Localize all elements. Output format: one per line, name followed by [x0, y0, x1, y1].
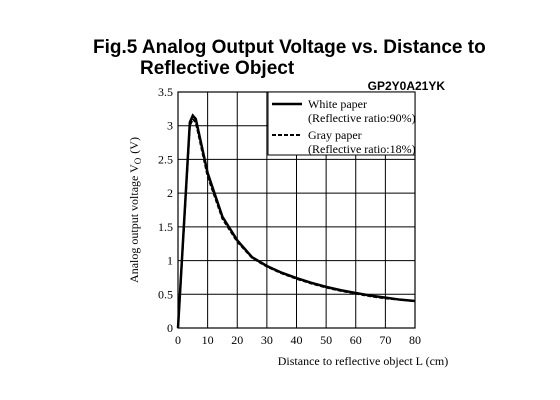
x-tick-label: 40 — [291, 333, 303, 347]
legend-note: (Reflective ratio:18%) — [308, 142, 416, 156]
x-tick-label: 10 — [202, 333, 214, 347]
x-tick-label: 50 — [320, 333, 332, 347]
y-tick-label: 0 — [167, 321, 173, 335]
y-tick-label: 2.5 — [158, 152, 173, 166]
y-label-text: Analog output voltage V — [127, 164, 141, 283]
model-label: GP2Y0A21YK — [368, 79, 446, 93]
y-tick-label: 3 — [167, 119, 173, 133]
x-tick-label: 60 — [350, 333, 362, 347]
y-tick-label: 2 — [167, 186, 173, 200]
chart-title: Fig.5 Analog Output Voltage vs. Distance… — [93, 37, 486, 58]
legend-box — [267, 91, 416, 156]
y-tick-label: 0.5 — [158, 287, 173, 301]
x-tick-label: 70 — [379, 333, 391, 347]
chart-title: Reflective Object — [140, 58, 295, 79]
y-label-sub: O — [133, 157, 143, 164]
x-tick-label: 80 — [409, 333, 421, 347]
x-tick-label: 30 — [261, 333, 273, 347]
y-label-unit: (V) — [127, 137, 141, 154]
y-tick-label: 1 — [167, 254, 173, 268]
series-line — [177, 117, 416, 329]
y-tick-label: 3.5 — [158, 85, 173, 99]
legend-label: Gray paper — [308, 128, 362, 142]
y-axis-label: Analog output voltage VO (V) — [127, 137, 143, 283]
legend-note: (Reflective ratio:90%) — [308, 111, 416, 125]
x-tick-label: 0 — [175, 333, 181, 347]
x-axis-label: Distance to reflective object L (cm) — [278, 354, 448, 368]
legend-label: White paper — [308, 97, 367, 111]
y-tick-label: 1.5 — [158, 220, 173, 234]
x-tick-label: 20 — [231, 333, 243, 347]
